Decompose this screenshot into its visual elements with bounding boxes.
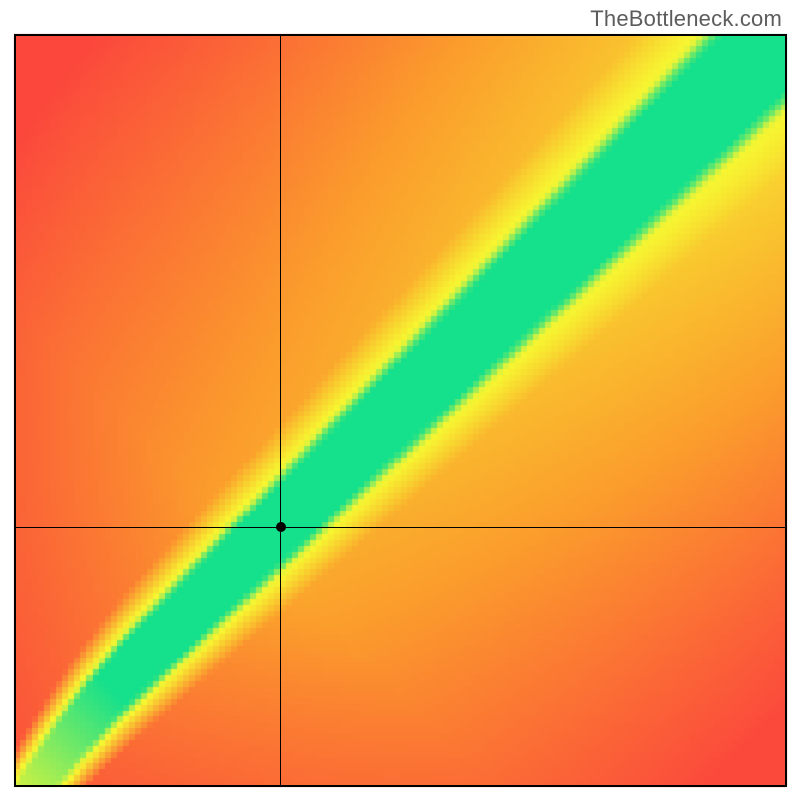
chart-container: TheBottleneck.com: [0, 0, 800, 800]
heatmap-canvas: [0, 0, 800, 800]
watermark-text: TheBottleneck.com: [590, 6, 782, 32]
